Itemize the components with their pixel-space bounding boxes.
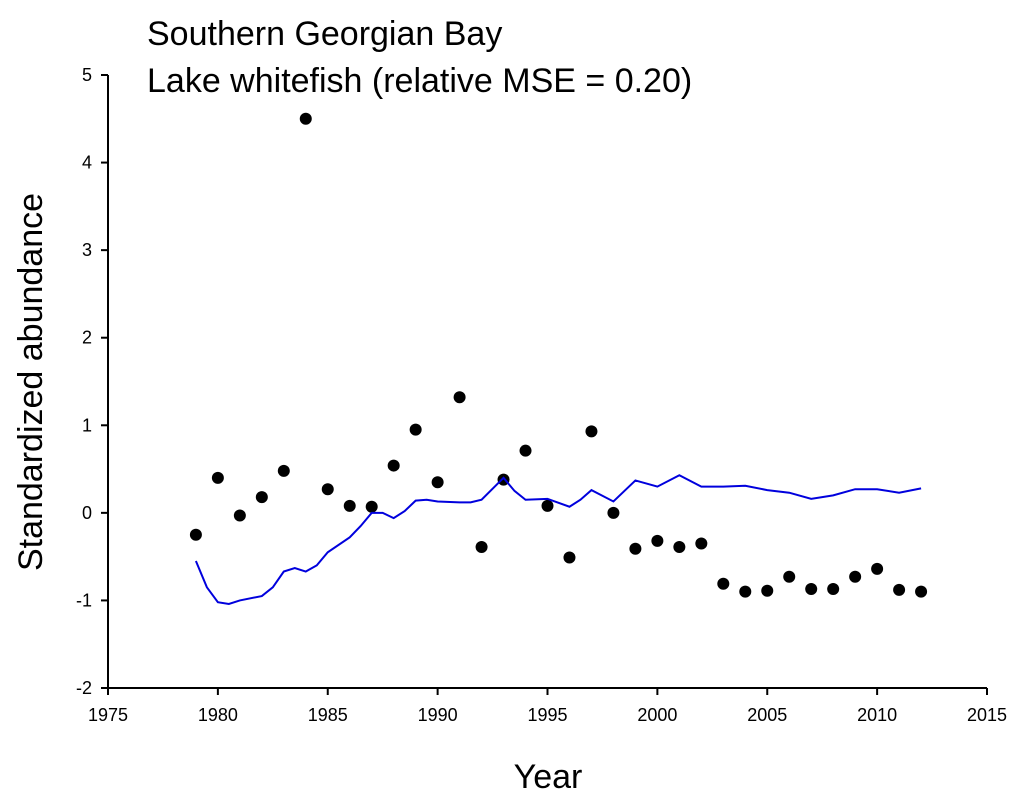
data-point: [541, 499, 554, 512]
data-point: [453, 391, 466, 404]
data-point: [651, 534, 664, 547]
x-tick-label: 2010: [857, 705, 897, 725]
x-tick-label: 1975: [88, 705, 128, 725]
data-point: [563, 551, 576, 564]
data-point: [431, 476, 444, 489]
data-point: [783, 570, 796, 583]
data-point: [211, 471, 224, 484]
data-point: [277, 464, 290, 477]
x-tick-label: 2005: [747, 705, 787, 725]
data-point: [255, 491, 268, 504]
data-point: [871, 562, 884, 575]
chart-subtitle: Lake whitefish (relative MSE = 0.20): [147, 62, 692, 100]
data-point: [673, 541, 686, 554]
chart-title: Southern Georgian Bay: [147, 15, 502, 53]
data-point: [761, 584, 774, 597]
y-tick-label: -2: [76, 678, 92, 698]
x-axis-label: Year: [514, 758, 583, 796]
y-tick-label: 3: [82, 240, 92, 260]
data-point: [739, 585, 752, 598]
data-point: [189, 528, 202, 541]
data-point: [365, 500, 378, 513]
data-point: [827, 583, 840, 596]
y-tick-label: -1: [76, 590, 92, 610]
y-tick-label: 4: [82, 153, 92, 173]
data-point: [849, 570, 862, 583]
data-point: [299, 112, 312, 125]
x-tick-label: 1990: [418, 705, 458, 725]
x-tick-label: 1995: [527, 705, 567, 725]
data-point: [915, 585, 928, 598]
data-point: [233, 509, 246, 522]
data-point: [321, 483, 334, 496]
data-point: [519, 444, 532, 457]
x-tick-label: 2015: [967, 705, 1007, 725]
data-point: [409, 423, 422, 436]
data-point: [717, 577, 730, 590]
data-point: [695, 537, 708, 550]
y-tick-label: 0: [82, 503, 92, 523]
data-point: [387, 459, 400, 472]
data-point: [585, 425, 598, 438]
data-point: [629, 542, 642, 555]
x-tick-label: 1980: [198, 705, 238, 725]
y-tick-label: 1: [82, 415, 92, 435]
x-tick-label: 2000: [637, 705, 677, 725]
y-tick-label: 2: [82, 328, 92, 348]
data-point: [343, 499, 356, 512]
y-axis-label: Standardized abundance: [12, 193, 50, 571]
data-point: [805, 583, 818, 596]
data-point: [893, 583, 906, 596]
data-point: [607, 506, 620, 519]
data-point: [475, 541, 488, 554]
trend-line: [194, 474, 922, 605]
x-tick-label: 1985: [308, 705, 348, 725]
y-tick-label: 5: [82, 65, 92, 85]
